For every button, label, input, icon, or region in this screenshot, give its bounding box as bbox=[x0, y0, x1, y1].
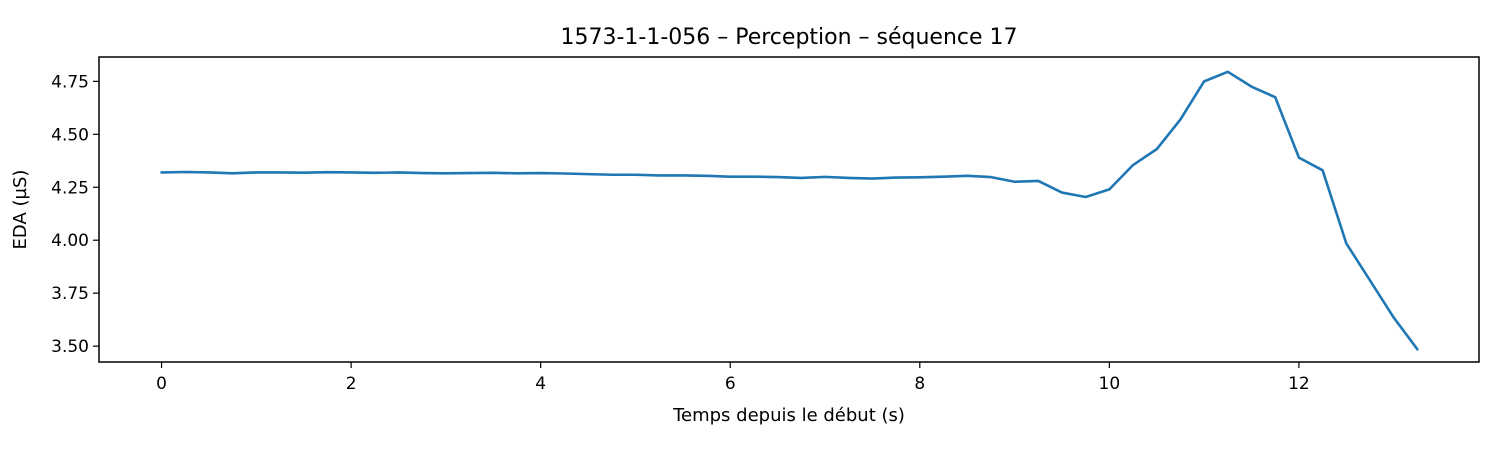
eda-data-point bbox=[942, 175, 944, 177]
eda-data-point bbox=[1416, 348, 1418, 350]
eda-data-point bbox=[421, 172, 423, 174]
eda-data-point bbox=[1392, 316, 1394, 318]
y-axis-label: EDA (µS) bbox=[10, 170, 31, 250]
eda-data-point bbox=[1321, 169, 1323, 171]
eda-data-point bbox=[184, 171, 186, 173]
eda-series-line bbox=[160, 70, 1419, 351]
x-tick-label: 12 bbox=[1288, 374, 1310, 394]
eda-data-point bbox=[1227, 71, 1229, 73]
eda-data-point bbox=[871, 177, 873, 179]
x-tick-label: 8 bbox=[914, 374, 925, 394]
eda-data-point bbox=[1037, 180, 1039, 182]
eda-data-point bbox=[1298, 156, 1300, 158]
eda-data-point bbox=[966, 175, 968, 177]
eda-data-point bbox=[255, 171, 257, 173]
y-tick-label: 4.00 bbox=[51, 231, 89, 251]
eda-data-point bbox=[1345, 242, 1347, 244]
eda-data-point bbox=[895, 176, 897, 178]
eda-data-point bbox=[231, 172, 233, 174]
eda-data-point bbox=[303, 171, 305, 173]
eda-data-point bbox=[1203, 80, 1205, 82]
eda-data-point bbox=[208, 171, 210, 173]
eda-data-point bbox=[563, 172, 565, 174]
eda-data-point bbox=[397, 171, 399, 173]
eda-data-point bbox=[1274, 96, 1276, 98]
eda-data-point bbox=[492, 172, 494, 174]
eda-data-point bbox=[587, 173, 589, 175]
eda-data-point bbox=[539, 172, 541, 174]
eda-data-point bbox=[1084, 196, 1086, 198]
eda-data-point bbox=[705, 175, 707, 177]
x-tick-label: 10 bbox=[1099, 374, 1121, 394]
eda-data-point bbox=[1132, 164, 1134, 166]
eda-data-point bbox=[824, 176, 826, 178]
eda-data-point bbox=[1013, 181, 1015, 183]
x-tick-label: 2 bbox=[346, 374, 357, 394]
x-axis-label: Temps depuis le début (s) bbox=[672, 405, 905, 426]
eda-data-point bbox=[1108, 188, 1110, 190]
eda-data-point bbox=[1179, 118, 1181, 120]
eda-data-point bbox=[611, 174, 613, 176]
y-tick-label: 4.50 bbox=[51, 125, 89, 145]
eda-data-point bbox=[374, 172, 376, 174]
eda-data-point bbox=[800, 177, 802, 179]
y-tick-label: 4.75 bbox=[51, 72, 89, 92]
eda-data-point bbox=[1156, 148, 1158, 150]
x-tick-label: 4 bbox=[535, 374, 546, 394]
eda-data-point bbox=[326, 171, 328, 173]
x-tick-label: 0 bbox=[156, 374, 167, 394]
eda-data-point bbox=[658, 174, 660, 176]
y-tick-label: 3.75 bbox=[51, 284, 89, 304]
eda-data-point bbox=[682, 174, 684, 176]
eda-data-point bbox=[1369, 279, 1371, 281]
x-tick-label: 6 bbox=[725, 374, 736, 394]
eda-data-point bbox=[776, 176, 778, 178]
eda-data-point bbox=[1250, 85, 1252, 87]
y-tick-label: 4.25 bbox=[51, 178, 89, 198]
eda-data-point bbox=[1061, 191, 1063, 193]
eda-data-point bbox=[634, 174, 636, 176]
eda-data-point bbox=[350, 171, 352, 173]
plot-frame bbox=[98, 56, 1480, 363]
eda-data-point bbox=[516, 172, 518, 174]
y-tick-label: 3.50 bbox=[51, 337, 89, 357]
eda-data-point bbox=[279, 171, 281, 173]
eda-data-point bbox=[445, 172, 447, 174]
eda-data-point bbox=[919, 176, 921, 178]
eda-data-point bbox=[729, 175, 731, 177]
chart-title: 1573-1-1-056 – Perception – séquence 17 bbox=[560, 25, 1017, 50]
eda-data-point bbox=[990, 176, 992, 178]
eda-data-point bbox=[848, 177, 850, 179]
eda-data-point bbox=[753, 175, 755, 177]
eda-data-point bbox=[468, 172, 470, 174]
eda-data-point bbox=[160, 171, 162, 173]
